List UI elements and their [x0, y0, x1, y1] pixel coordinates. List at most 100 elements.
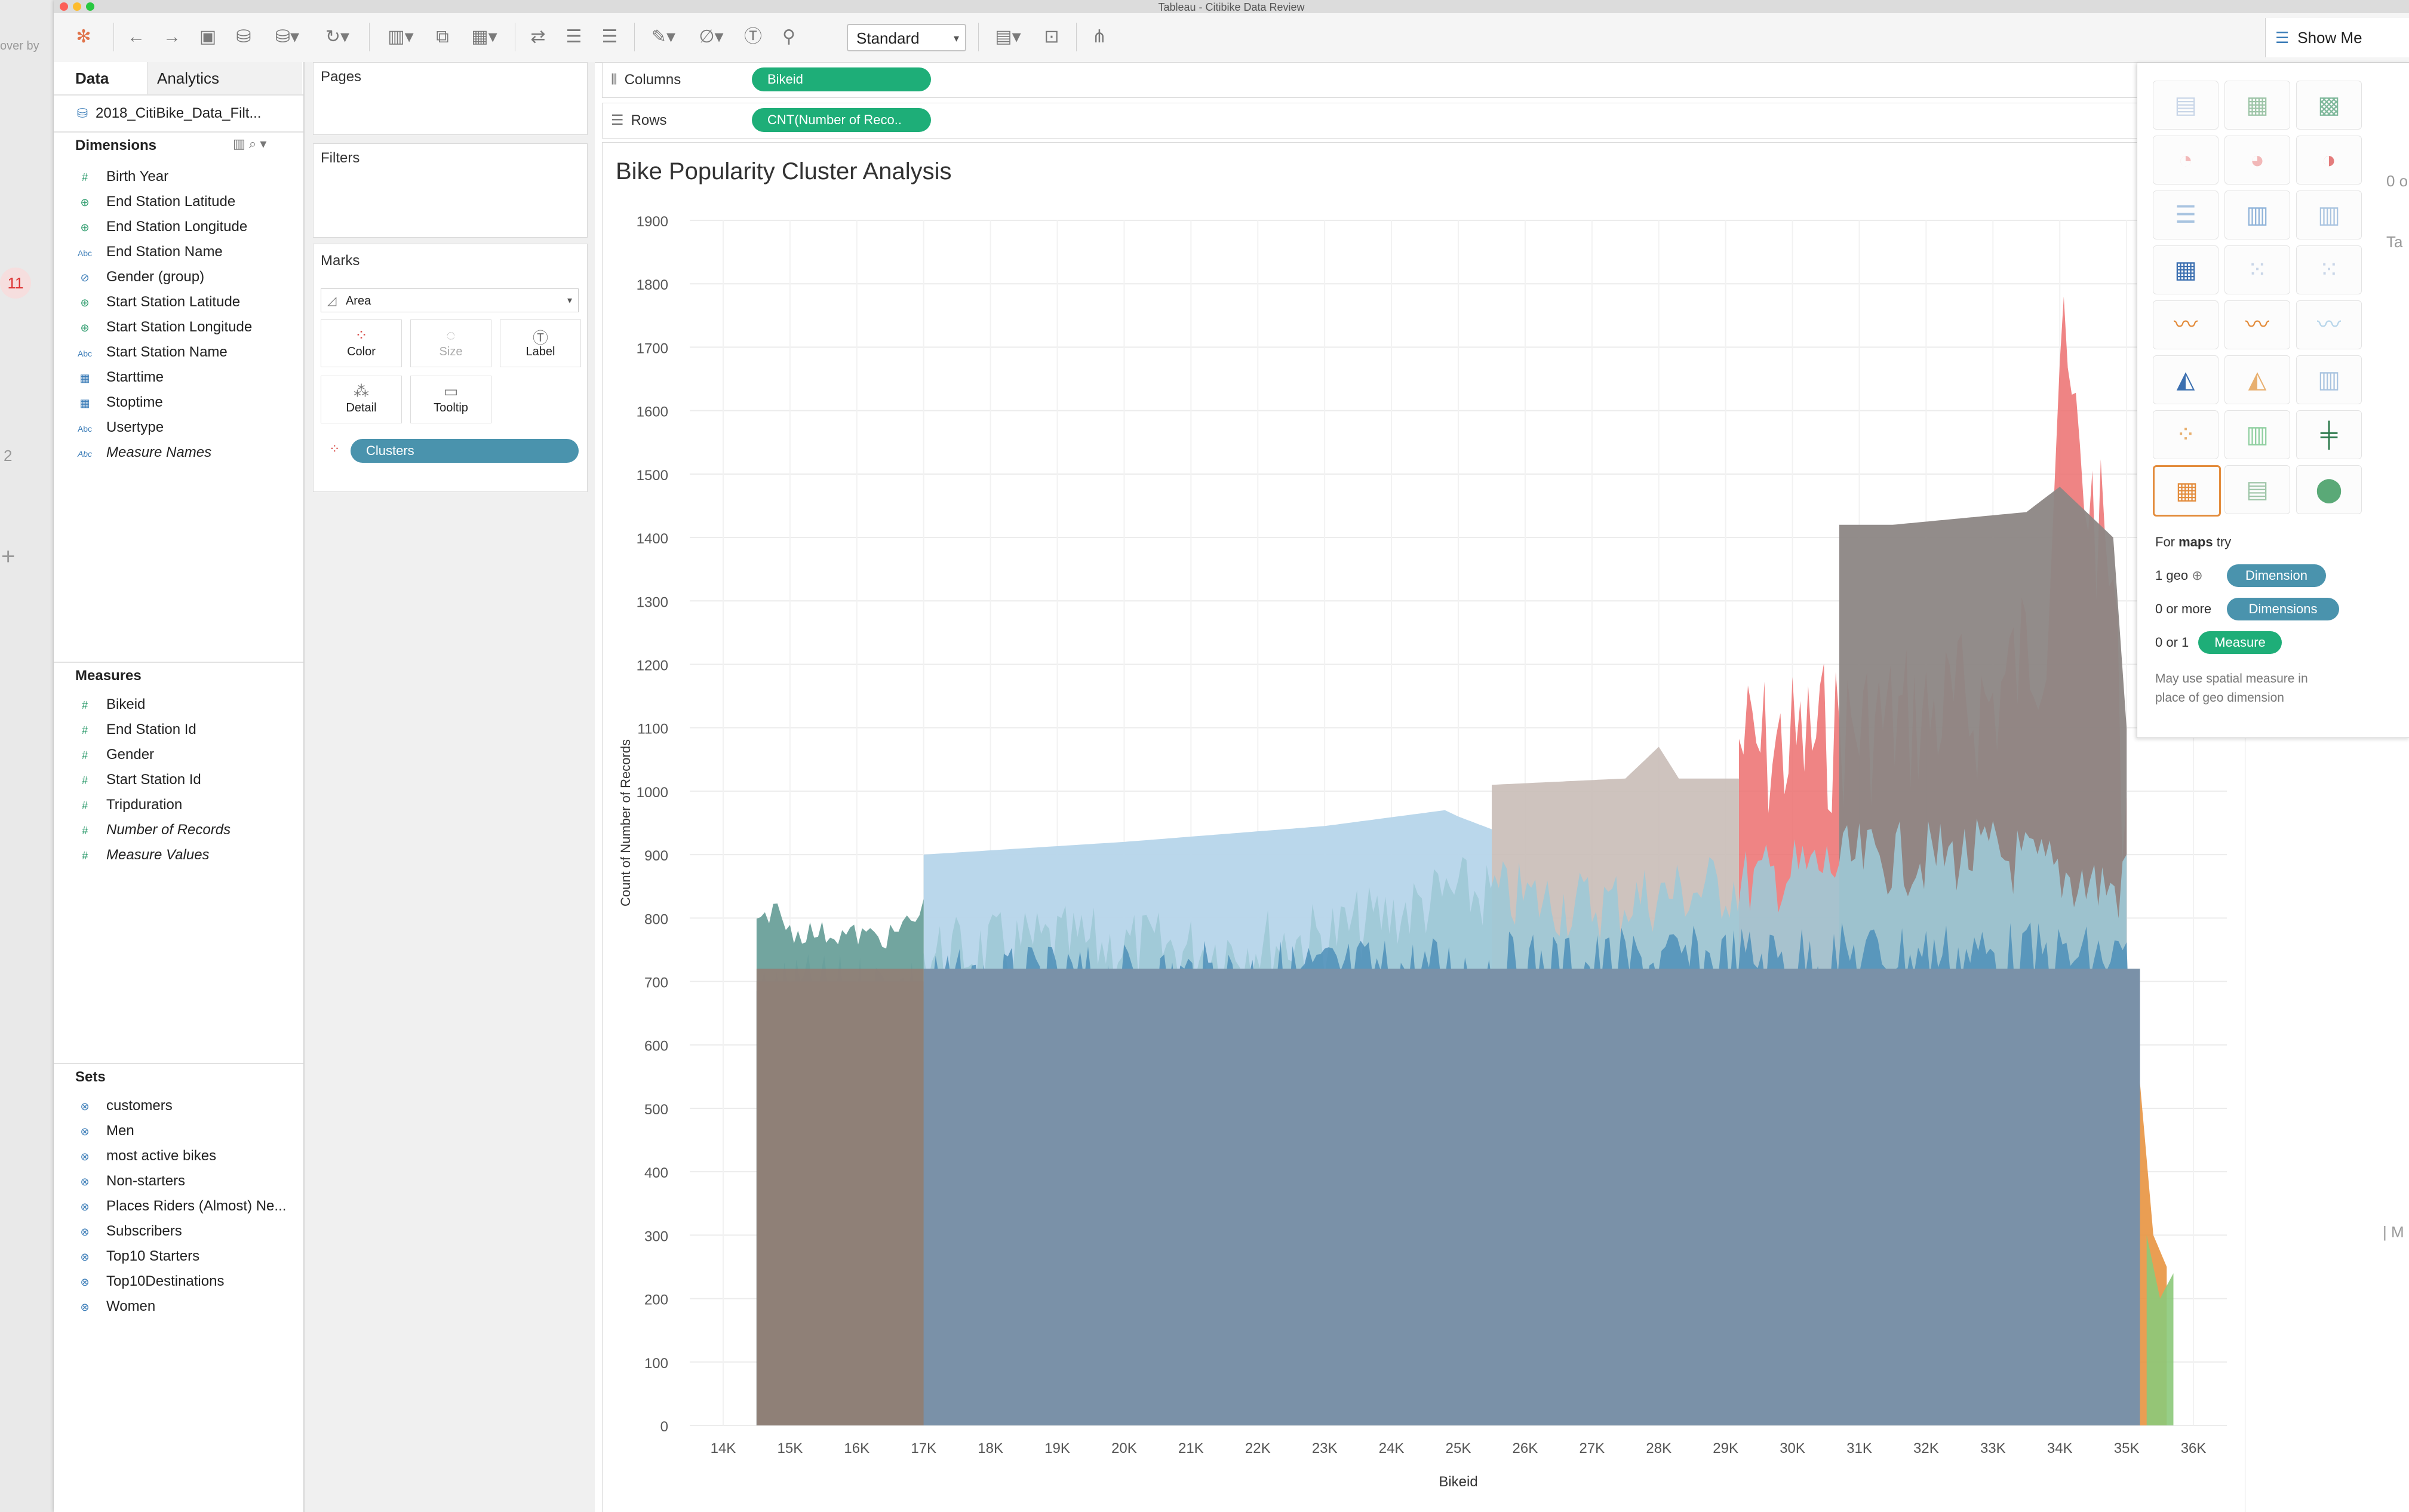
datasource-item[interactable]: ⛁ 2018_CitiBike_Data_Filt...: [75, 102, 262, 125]
show-me-chart-thumbnail[interactable]: ▦: [2153, 245, 2219, 294]
dimension-item[interactable]: Abc Usertype: [75, 416, 164, 440]
label-button[interactable]: Ⓣ Label: [500, 319, 581, 367]
minimize-dot[interactable]: [73, 2, 81, 11]
undo-icon[interactable]: ←: [127, 27, 145, 47]
zoom-dot[interactable]: [86, 2, 94, 11]
refresh-icon[interactable]: ↻▾: [325, 27, 350, 47]
set-item[interactable]: ⊗ Places Riders (Almost) Ne...: [75, 1194, 286, 1218]
mark-type-select[interactable]: ◿ Area ▾: [321, 288, 579, 312]
set-item[interactable]: ⊗ Men: [75, 1119, 134, 1143]
set-item[interactable]: ⊗ customers: [75, 1094, 172, 1118]
show-me-chart-thumbnail[interactable]: ▩: [2296, 81, 2362, 130]
set-item[interactable]: ⊗ most active bikes: [75, 1144, 216, 1168]
fit-standard-select[interactable]: Standard ▾: [847, 24, 966, 51]
set-item[interactable]: ⊗ Women: [75, 1295, 155, 1319]
color-button[interactable]: ⁘ Color: [321, 319, 402, 367]
save-icon[interactable]: ▣: [199, 27, 217, 47]
group-members-icon[interactable]: ∅▾: [699, 27, 724, 47]
swap-axes-icon[interactable]: ⇄: [530, 27, 546, 47]
show-me-chart-thumbnail[interactable]: ▦: [2153, 465, 2221, 517]
presentation-mode-icon[interactable]: ⊡: [1044, 27, 1059, 47]
detail-button[interactable]: ⁂ Detail: [321, 376, 402, 423]
show-me-chart-thumbnail[interactable]: ⁘: [2153, 410, 2219, 459]
pages-card[interactable]: Pages: [313, 62, 588, 135]
show-me-chart-thumbnail[interactable]: ▥: [2296, 190, 2362, 239]
close-dot[interactable]: [60, 2, 68, 11]
color-icon: ⁘: [355, 326, 368, 344]
show-cards-icon[interactable]: ▤▾: [995, 27, 1021, 47]
y-tick-label: 1900: [637, 214, 668, 230]
highlight-icon[interactable]: ✎▾: [651, 27, 676, 47]
show-me-chart-thumbnail[interactable]: ◭: [2224, 355, 2290, 404]
dimension-item[interactable]: Abc Measure Names: [75, 441, 211, 465]
show-me-chart-thumbnail[interactable]: ▥: [2296, 355, 2362, 404]
dimension-item[interactable]: Abc Start Station Name: [75, 340, 228, 364]
cards-column: Pages Filters Marks ◿ Area ▾ ⁘ Color ◌ Siz…: [305, 62, 595, 1512]
set-item[interactable]: ⊗ Top10 Starters: [75, 1244, 199, 1268]
show-me-button[interactable]: ☰ Show Me: [2265, 18, 2409, 57]
new-datasource-icon[interactable]: ⛁: [236, 27, 251, 47]
dimension-item[interactable]: ⊕ End Station Longitude: [75, 215, 247, 239]
rows-shelf[interactable]: ☰ Rows CNT(Number of Reco..: [602, 103, 2145, 139]
show-me-chart-thumbnail[interactable]: ☰: [2153, 190, 2219, 239]
x-tick-label: 33K: [1980, 1440, 2006, 1456]
number-icon: #: [81, 699, 88, 711]
show-me-chart-thumbnail[interactable]: ⬤: [2296, 465, 2362, 514]
show-me-chart-thumbnail[interactable]: ◑: [2296, 136, 2362, 185]
show-me-chart-thumbnail[interactable]: ◔: [2153, 136, 2219, 185]
show-me-chart-thumbnail[interactable]: ▥: [2224, 190, 2290, 239]
clear-sheet-icon[interactable]: ▦▾: [471, 27, 497, 47]
sort-ascending-icon[interactable]: ☰: [566, 27, 582, 47]
show-mark-labels-icon[interactable]: Ⓣ: [744, 27, 762, 47]
share-icon[interactable]: ⋔: [1092, 27, 1107, 47]
show-me-chart-thumbnail[interactable]: ╪: [2296, 410, 2362, 459]
tab-data[interactable]: Data: [75, 69, 109, 87]
filters-card[interactable]: Filters: [313, 143, 588, 238]
dimension-item[interactable]: # Birth Year: [75, 165, 168, 189]
redo-icon[interactable]: →: [163, 27, 181, 47]
chart-title: Bike Popularity Cluster Analysis: [616, 158, 952, 185]
set-item[interactable]: ⊗ Subscribers: [75, 1219, 182, 1243]
measure-item[interactable]: # Start Station Id: [75, 768, 201, 792]
measure-item[interactable]: # Measure Values: [75, 843, 210, 867]
fix-axes-icon[interactable]: ⚲: [782, 27, 795, 47]
measure-item[interactable]: # Number of Records: [75, 818, 231, 842]
sort-descending-icon[interactable]: ☰: [601, 27, 618, 47]
show-me-chart-thumbnail[interactable]: ◕: [2224, 136, 2290, 185]
count-records-pill[interactable]: CNT(Number of Reco..: [752, 108, 931, 132]
pause-updates-icon[interactable]: ⛁▾: [275, 27, 300, 47]
set-item[interactable]: ⊗ Non-starters: [75, 1169, 185, 1193]
set-item[interactable]: ⊗ Top10Destinations: [75, 1270, 224, 1293]
tooltip-button[interactable]: ▭ Tooltip: [410, 376, 491, 423]
measure-item[interactable]: # Bikeid: [75, 693, 145, 717]
dimension-item[interactable]: ▦ Stoptime: [75, 391, 162, 414]
view-toggle-icon[interactable]: ▥ ⌕ ▾: [233, 136, 267, 151]
show-me-chart-thumbnail[interactable]: ▥: [2224, 410, 2290, 459]
show-me-chart-thumbnail[interactable]: 〰: [2296, 300, 2362, 349]
show-me-chart-thumbnail[interactable]: 〰: [2153, 300, 2219, 349]
bikeid-pill[interactable]: Bikeid: [752, 67, 931, 91]
show-me-chart-thumbnail[interactable]: ⁙: [2224, 245, 2290, 294]
size-button[interactable]: ◌ Size: [410, 319, 491, 367]
dimension-item[interactable]: ⊕ Start Station Longitude: [75, 315, 252, 339]
dimension-item[interactable]: ▦ Starttime: [75, 365, 164, 389]
show-me-chart-thumbnail[interactable]: ⁙: [2296, 245, 2362, 294]
show-me-chart-thumbnail[interactable]: ▦: [2224, 81, 2290, 130]
measure-item[interactable]: # Tripduration: [75, 793, 182, 817]
new-worksheet-icon[interactable]: ▥▾: [388, 27, 414, 47]
clusters-pill[interactable]: Clusters: [351, 439, 579, 463]
measure-item[interactable]: # Gender: [75, 743, 154, 767]
measure-item[interactable]: # End Station Id: [75, 718, 196, 742]
duplicate-sheet-icon[interactable]: ⧉: [436, 27, 449, 47]
show-me-chart-thumbnail[interactable]: ▤: [2224, 465, 2290, 514]
show-me-chart-thumbnail[interactable]: ▤: [2153, 81, 2219, 130]
x-tick-label: 17K: [911, 1440, 936, 1456]
dimension-item[interactable]: ⊕ End Station Latitude: [75, 190, 235, 214]
show-me-chart-thumbnail[interactable]: ◭: [2153, 355, 2219, 404]
tab-analytics[interactable]: Analytics: [147, 62, 302, 94]
show-me-chart-thumbnail[interactable]: 〰: [2224, 300, 2290, 349]
dimension-item[interactable]: ⊘ Gender (group): [75, 265, 204, 289]
columns-shelf[interactable]: ⦀ Columns Bikeid: [602, 62, 2145, 98]
dimension-item[interactable]: Abc End Station Name: [75, 240, 223, 264]
dimension-item[interactable]: ⊕ Start Station Latitude: [75, 290, 240, 314]
